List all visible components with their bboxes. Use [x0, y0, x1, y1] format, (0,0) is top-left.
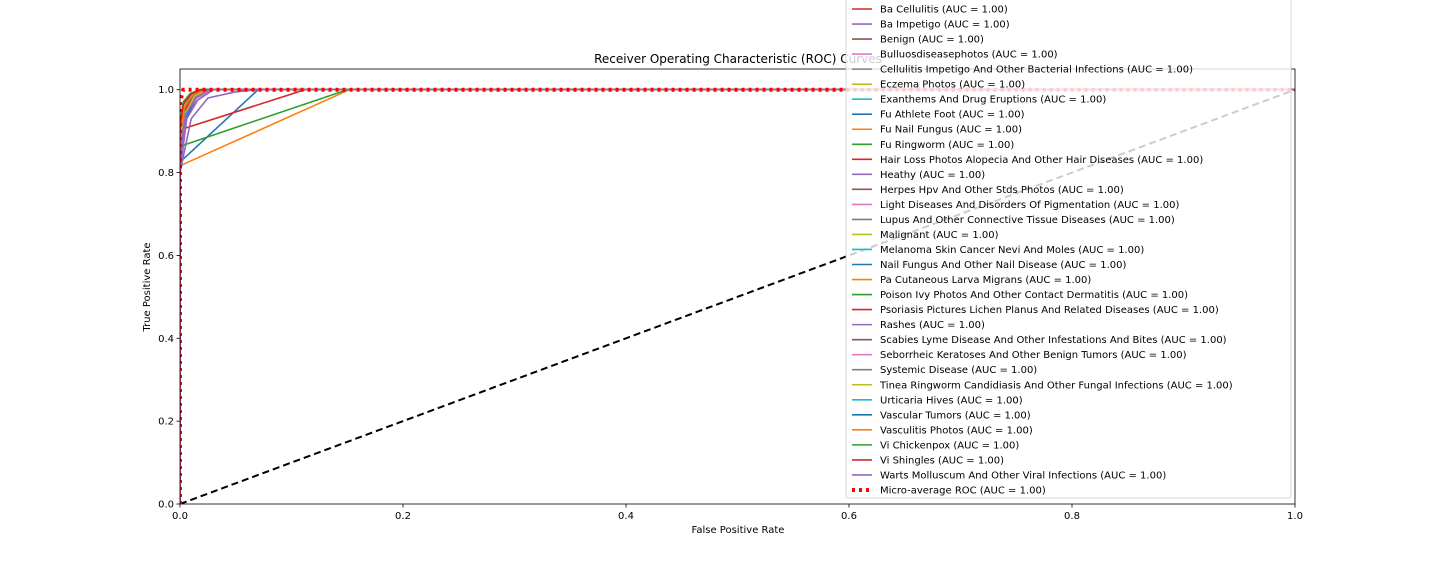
legend-label: Rashes (AUC = 1.00)	[880, 320, 985, 331]
legend-label: Ba Impetigo (AUC = 1.00)	[880, 20, 1010, 31]
chart-title: Receiver Operating Characteristic (ROC) …	[594, 52, 882, 66]
legend-item: Heathy (AUC = 1.00)	[852, 170, 985, 181]
series-layer	[180, 87, 1295, 504]
legend-label: Fu Ringworm (AUC = 1.00)	[880, 140, 1014, 151]
legend-label: Vi Chickenpox (AUC = 1.00)	[880, 440, 1019, 451]
legend-item: Systemic Disease (AUC = 1.00)	[852, 365, 1037, 376]
legend-item: Vascular Tumors (AUC = 1.00)	[852, 410, 1031, 421]
legend-label: Hair Loss Photos Alopecia And Other Hair…	[880, 155, 1203, 166]
y-tick-label: 0.2	[158, 417, 174, 428]
legend-label: Nail Fungus And Other Nail Disease (AUC …	[880, 260, 1126, 271]
y-tick-label: 1.0	[158, 85, 174, 96]
legend-label: Micro-average ROC (AUC = 1.00)	[880, 485, 1046, 496]
x-tick-label: 0.0	[172, 511, 188, 522]
legend-label: Ba Cellulitis (AUC = 1.00)	[880, 5, 1008, 16]
legend-item: Fu Athlete Foot (AUC = 1.00)	[852, 110, 1025, 121]
legend: Ba Cellulitis (AUC = 1.00) Ba Impetigo (A…	[845, 0, 1292, 499]
plot-area	[180, 87, 1295, 504]
legend-item: Cellulitis Impetigo And Other Bacterial …	[852, 65, 1193, 76]
legend-item: Seborrheic Keratoses And Other Benign Tu…	[852, 350, 1187, 361]
legend-label: Vi Shingles (AUC = 1.00)	[880, 455, 1004, 466]
legend-items: Ba Cellulitis (AUC = 1.00) Ba Impetigo (A…	[852, 5, 1233, 496]
legend-label: Vasculitis Photos (AUC = 1.00)	[880, 425, 1033, 436]
legend-item: Light Diseases And Disorders Of Pigmenta…	[852, 200, 1179, 211]
x-axis-label: False Positive Rate	[692, 525, 785, 536]
legend-item: Lupus And Other Connective Tissue Diseas…	[852, 215, 1175, 226]
ticks-layer: 0.0 0.2 0.4 0.6 0.8 1.0 0.0 0.2 0.4 0.6 0.8 1.0	[158, 85, 1303, 522]
x-tick-label: 0.4	[618, 511, 634, 522]
legend-label: Fu Athlete Foot (AUC = 1.00)	[880, 110, 1025, 121]
legend-label: Heathy (AUC = 1.00)	[880, 170, 985, 181]
y-tick-label: 0.4	[158, 334, 174, 345]
legend-label: Cellulitis Impetigo And Other Bacterial …	[880, 65, 1193, 76]
legend-item: Ba Cellulitis (AUC = 1.00)	[852, 5, 1008, 16]
legend-item: Psoriasis Pictures Lichen Planus And Rel…	[852, 305, 1219, 316]
legend-label: Melanoma Skin Cancer Nevi And Moles (AUC…	[880, 245, 1144, 256]
legend-item: Fu Ringworm (AUC = 1.00)	[852, 140, 1014, 151]
legend-item: Tinea Ringworm Candidiasis And Other Fun…	[852, 380, 1233, 391]
x-tick-label: 0.6	[841, 511, 857, 522]
legend-item: Rashes (AUC = 1.00)	[852, 320, 985, 331]
legend-item: Bulluosdiseasephotos (AUC = 1.00)	[852, 50, 1058, 61]
legend-item: Urticaria Hives (AUC = 1.00)	[852, 395, 1023, 406]
legend-item: Warts Molluscum And Other Viral Infectio…	[852, 470, 1166, 481]
legend-label: Vascular Tumors (AUC = 1.00)	[880, 410, 1031, 421]
legend-label: Malignant (AUC = 1.00)	[880, 230, 999, 241]
legend-label: Urticaria Hives (AUC = 1.00)	[880, 395, 1023, 406]
micro-average-curve	[180, 87, 1295, 504]
legend-box	[845, 0, 1292, 499]
legend-label: Tinea Ringworm Candidiasis And Other Fun…	[879, 380, 1233, 391]
legend-item: Fu Nail Fungus (AUC = 1.00)	[852, 125, 1022, 136]
x-tick-label: 0.8	[1064, 511, 1080, 522]
axes-frame	[179, 68, 1296, 505]
y-tick-label: 0.0	[158, 500, 174, 511]
legend-label: Eczema Photos (AUC = 1.00)	[880, 80, 1025, 91]
legend-item: Vasculitis Photos (AUC = 1.00)	[852, 425, 1033, 436]
y-tick-label: 0.8	[158, 168, 174, 179]
legend-item: Malignant (AUC = 1.00)	[852, 230, 999, 241]
legend-label: Exanthems And Drug Eruptions (AUC = 1.00…	[880, 95, 1106, 106]
legend-label: Warts Molluscum And Other Viral Infectio…	[880, 470, 1166, 481]
x-tick-label: 0.2	[395, 511, 411, 522]
y-tick-label: 0.6	[158, 251, 174, 262]
legend-item: Nail Fungus And Other Nail Disease (AUC …	[852, 260, 1126, 271]
legend-label: Systemic Disease (AUC = 1.00)	[880, 365, 1037, 376]
x-tick-label: 1.0	[1287, 511, 1303, 522]
legend-item: Vi Chickenpox (AUC = 1.00)	[852, 440, 1019, 451]
legend-item: Poison Ivy Photos And Other Contact Derm…	[852, 290, 1188, 301]
legend-item: Herpes Hpv And Other Stds Photos (AUC = …	[852, 185, 1124, 196]
legend-label: Seborrheic Keratoses And Other Benign Tu…	[880, 350, 1187, 361]
legend-item: Eczema Photos (AUC = 1.00)	[852, 80, 1025, 91]
legend-label: Fu Nail Fungus (AUC = 1.00)	[880, 125, 1022, 136]
legend-item: Vi Shingles (AUC = 1.00)	[852, 455, 1004, 466]
legend-item: Scabies Lyme Disease And Other Infestati…	[852, 335, 1227, 346]
legend-label: Bulluosdiseasephotos (AUC = 1.00)	[880, 50, 1058, 61]
legend-item: Melanoma Skin Cancer Nevi And Moles (AUC…	[852, 245, 1144, 256]
legend-item: Hair Loss Photos Alopecia And Other Hair…	[852, 155, 1203, 166]
legend-label: Pa Cutaneous Larva Migrans (AUC = 1.00)	[880, 275, 1091, 286]
roc-curve-31	[180, 88, 1295, 504]
legend-item: Ba Impetigo (AUC = 1.00)	[852, 20, 1010, 31]
y-axis-label: True Positive Rate	[142, 242, 153, 332]
legend-item: Benign (AUC = 1.00)	[852, 35, 984, 46]
legend-label: Poison Ivy Photos And Other Contact Derm…	[880, 290, 1188, 301]
legend-label: Light Diseases And Disorders Of Pigmenta…	[880, 200, 1179, 211]
legend-label: Psoriasis Pictures Lichen Planus And Rel…	[880, 305, 1219, 316]
legend-item-micro-average: Micro-average ROC (AUC = 1.00)	[852, 485, 1046, 496]
legend-item: Pa Cutaneous Larva Migrans (AUC = 1.00)	[852, 275, 1091, 286]
legend-label: Lupus And Other Connective Tissue Diseas…	[880, 215, 1175, 226]
legend-item: Exanthems And Drug Eruptions (AUC = 1.00…	[852, 95, 1106, 106]
legend-label: Benign (AUC = 1.00)	[880, 35, 984, 46]
legend-label: Herpes Hpv And Other Stds Photos (AUC = …	[880, 185, 1124, 196]
legend-label: Scabies Lyme Disease And Other Infestati…	[880, 335, 1227, 346]
